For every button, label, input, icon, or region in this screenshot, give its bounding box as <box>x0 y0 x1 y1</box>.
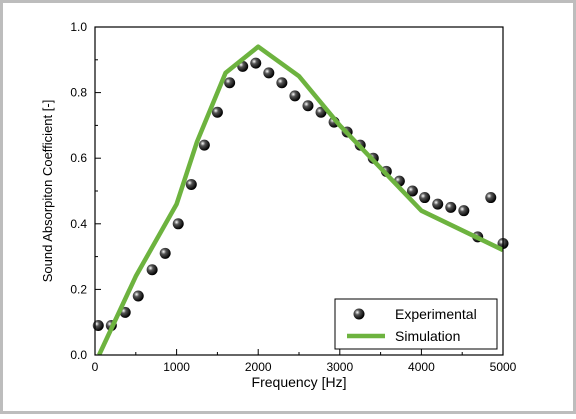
x-tick-label: 0 <box>92 360 99 374</box>
x-tick-label: 4000 <box>408 360 435 374</box>
data-point <box>432 198 444 210</box>
y-tick-label: 1.0 <box>70 20 87 34</box>
data-point <box>458 205 470 217</box>
y-tick-label: 0.4 <box>70 217 87 231</box>
data-point <box>485 192 497 204</box>
data-point <box>406 185 418 197</box>
legend-label: Simulation <box>395 328 460 344</box>
data-point <box>198 139 210 151</box>
data-point <box>302 100 314 112</box>
plot-area-border <box>94 26 504 356</box>
y-tick-label: 0.2 <box>70 282 87 296</box>
data-point <box>159 247 171 259</box>
data-point <box>146 264 158 276</box>
data-point <box>250 57 262 69</box>
legend-marker <box>353 308 365 320</box>
x-tick-label: 2000 <box>245 360 272 374</box>
data-point <box>224 77 236 89</box>
data-point <box>132 290 144 302</box>
data-point <box>211 106 223 118</box>
data-point <box>263 67 275 79</box>
legend-label: Experimental <box>395 306 477 322</box>
y-axis-label: Sound Absorpiton Coefficient [-] <box>40 100 55 283</box>
data-point <box>276 77 288 89</box>
legend-box <box>334 298 498 350</box>
x-tick-label: 5000 <box>490 360 517 374</box>
x-tick-label: 1000 <box>163 360 190 374</box>
data-point <box>289 90 301 102</box>
data-point <box>419 192 431 204</box>
data-point <box>445 201 457 213</box>
y-tick-label: 0.0 <box>70 348 87 362</box>
data-point <box>172 218 184 230</box>
data-point <box>185 178 197 190</box>
y-tick-label: 0.6 <box>70 151 87 165</box>
x-tick-label: 3000 <box>326 360 353 374</box>
x-axis-label: Frequency [Hz] <box>252 374 347 390</box>
simulation-line <box>97 44 503 355</box>
y-tick-label: 0.8 <box>70 86 87 100</box>
